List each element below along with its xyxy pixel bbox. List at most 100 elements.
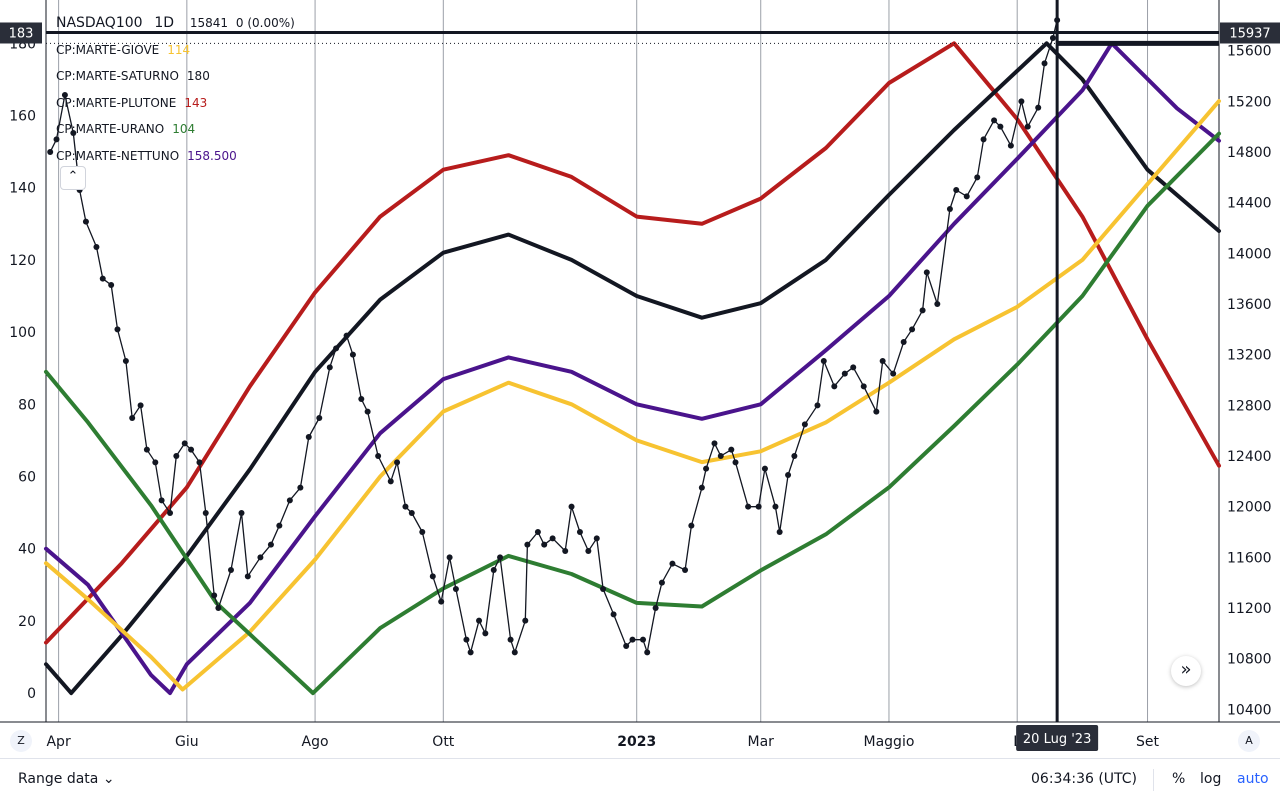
data-point (644, 649, 651, 656)
data-point (600, 586, 607, 592)
percent-toggle[interactable]: % (1172, 771, 1186, 787)
left-scale-button[interactable]: Z (10, 730, 32, 752)
data-point (286, 497, 293, 504)
data-point (772, 503, 779, 510)
data-point (755, 503, 762, 510)
auto-scale-button[interactable]: A (1238, 730, 1260, 752)
series-line-cp-marte-giove (44, 99, 1221, 692)
data-point (47, 149, 54, 155)
data-point (610, 611, 617, 618)
data-point (181, 440, 188, 447)
indicator-name: CP:MARTE-NETTUNO (56, 148, 180, 163)
x-tick-label: Maggio (864, 734, 915, 750)
data-point (1035, 104, 1042, 111)
data-point (745, 503, 752, 510)
data-point (173, 453, 180, 459)
chevron-up-icon[interactable]: ⌃ (60, 166, 86, 190)
indicator-value: 180 (186, 69, 210, 83)
data-point (196, 459, 203, 466)
data-point (776, 529, 783, 535)
legend: NASDAQ100 1D 15841 0 (0.00%) CP:MARTE-GI… (56, 10, 295, 169)
legend-indicator-marte-nettuno[interactable]: CP:MARTE-NETTUNO 158.500 (56, 143, 295, 170)
data-point (879, 358, 886, 364)
clock-time[interactable]: 06:34:36 (UTC) (1031, 771, 1138, 787)
data-point (593, 535, 600, 542)
data-point (974, 174, 981, 181)
crosshair-right-label: 15937 (1229, 26, 1270, 41)
interval-label[interactable]: 1D (154, 15, 175, 31)
data-point (640, 636, 647, 643)
data-point (831, 383, 838, 390)
data-point (408, 510, 415, 516)
data-point (53, 136, 60, 143)
data-point (452, 586, 459, 592)
data-point (257, 554, 264, 561)
data-point (785, 472, 792, 478)
right-tick-label: 12000 (1227, 500, 1272, 516)
data-point (658, 579, 665, 586)
data-point (93, 244, 100, 250)
data-point (688, 522, 695, 529)
data-point (900, 339, 907, 345)
legend-indicator-marte-saturno[interactable]: CP:MARTE-SATURNO 180 (56, 63, 295, 90)
data-point (1007, 142, 1014, 149)
data-point (343, 332, 350, 339)
x-tick-label: Set (1136, 734, 1160, 750)
data-point (541, 541, 548, 548)
data-point (227, 567, 234, 573)
data-point (364, 408, 371, 415)
series-line-cp-marte-saturno (44, 41, 1221, 696)
data-point (349, 351, 356, 358)
data-point (1018, 98, 1025, 105)
right-tick-label: 13200 (1227, 348, 1272, 364)
data-point (167, 510, 174, 516)
legend-indicator-marte-giove[interactable]: CP:MARTE-GIOVE 114 (56, 37, 295, 64)
data-point (202, 510, 209, 516)
data-point (873, 408, 880, 415)
data-point (387, 478, 394, 485)
indicator-value: 158.500 (187, 148, 237, 163)
right-tick-label: 12800 (1227, 398, 1272, 414)
data-point (524, 541, 531, 548)
legend-main-row: NASDAQ100 1D 15841 0 (0.00%) (56, 10, 295, 37)
data-point (402, 503, 409, 510)
data-point (991, 117, 998, 124)
crosshair-date-tag (1016, 725, 1099, 751)
data-point (70, 130, 77, 136)
legend-indicator-marte-urano[interactable]: CP:MARTE-URANO 104 (56, 116, 295, 143)
data-point (919, 307, 926, 314)
data-point (244, 573, 251, 580)
data-point (522, 617, 529, 624)
left-tick-label: 60 (18, 470, 36, 486)
auto-toggle[interactable]: auto (1237, 771, 1269, 787)
data-point (463, 636, 470, 643)
date-range-label: Range data (18, 771, 99, 787)
data-point (909, 326, 916, 333)
data-point (669, 560, 676, 567)
data-point (850, 364, 857, 371)
data-point (1024, 123, 1031, 130)
data-point (429, 573, 436, 580)
x-tick-label: 2023 (617, 734, 656, 750)
data-point (333, 345, 340, 352)
data-point (890, 370, 897, 377)
left-tick-label: 100 (9, 325, 36, 341)
scroll-to-realtime-icon[interactable]: » (1171, 656, 1201, 686)
date-range-button[interactable]: Range data ⌄ (18, 771, 115, 787)
right-tick-label: 11200 (1227, 601, 1272, 617)
data-point (108, 282, 115, 288)
data-point (394, 459, 401, 466)
data-point (511, 649, 518, 656)
data-point (923, 269, 930, 276)
legend-indicator-marte-plutone[interactable]: CP:MARTE-PLUTONE 143 (56, 90, 295, 117)
left-tick-label: 140 (9, 181, 36, 197)
log-toggle[interactable]: log (1200, 771, 1222, 787)
data-point (860, 383, 867, 390)
right-tick-label: 14400 (1227, 196, 1272, 212)
right-tick-label: 14800 (1227, 145, 1272, 161)
symbol-label[interactable]: NASDAQ100 (56, 15, 143, 31)
data-point (623, 643, 630, 649)
series-line-cp-marte-nettuno (44, 41, 1221, 696)
data-point (122, 358, 129, 364)
